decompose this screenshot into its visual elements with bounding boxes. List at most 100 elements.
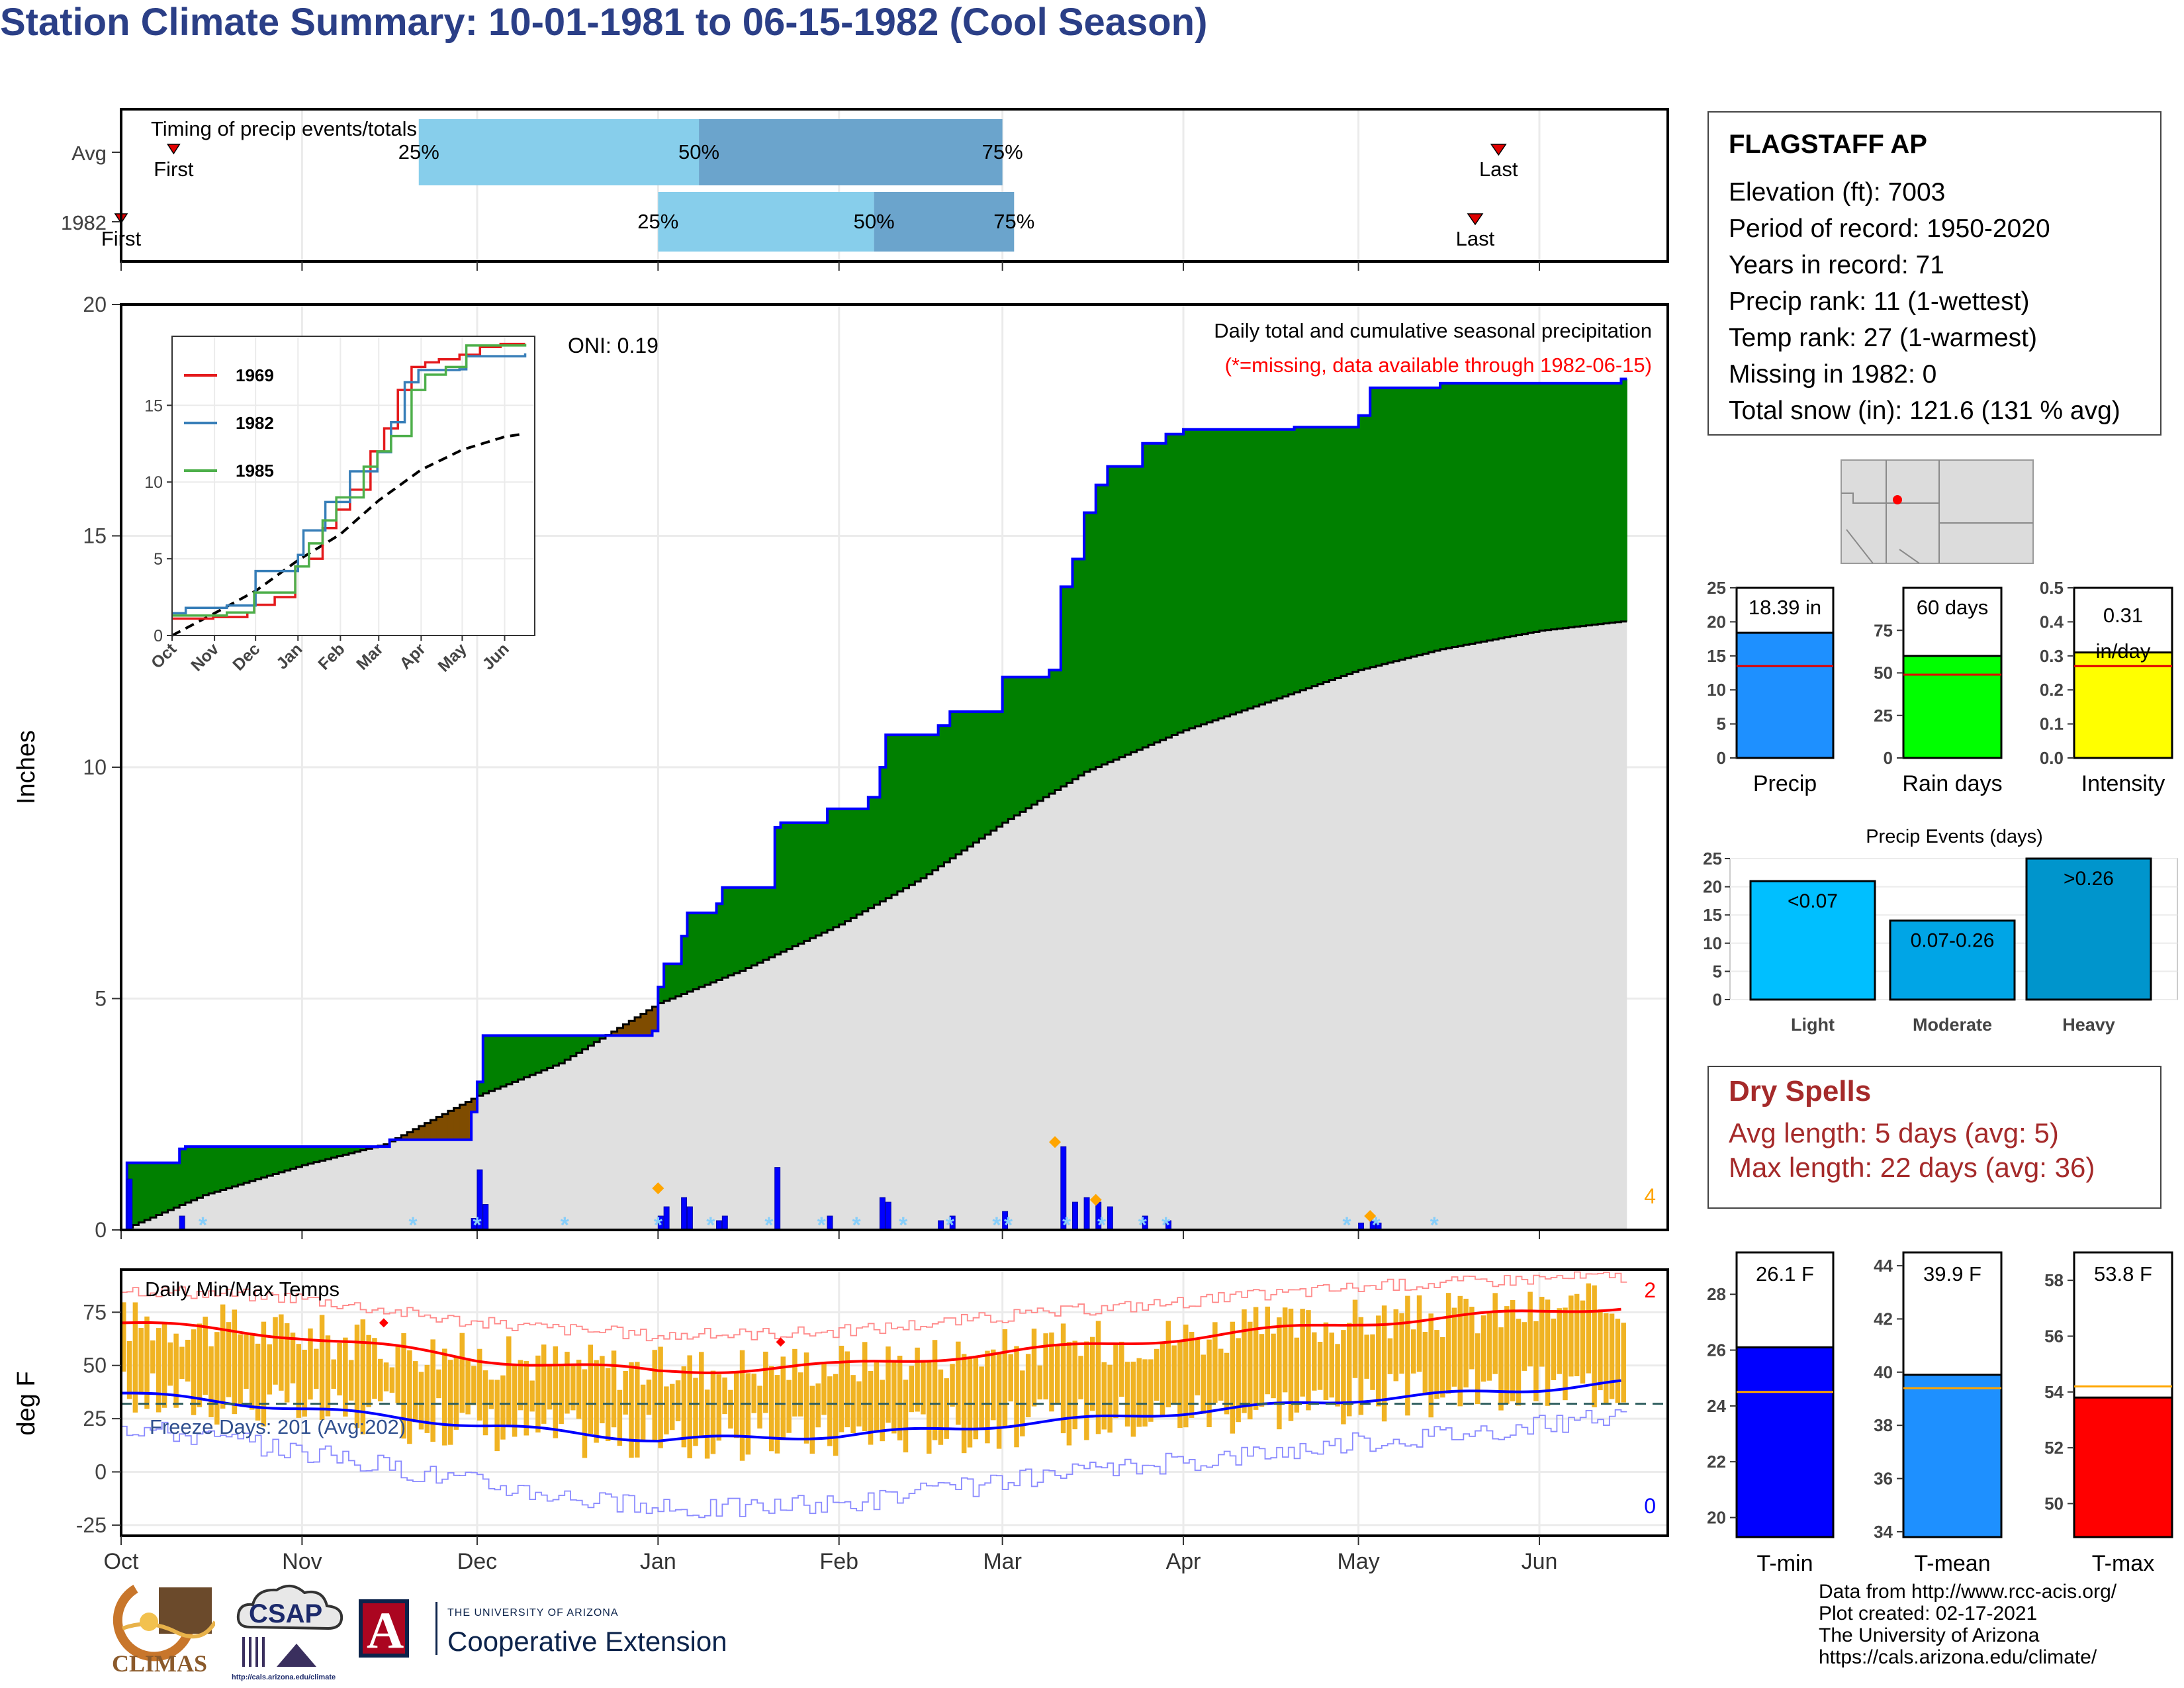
precip-deficit-band — [407, 1132, 414, 1140]
precip-surplus-band — [1183, 429, 1190, 731]
precip-surplus-band — [1504, 383, 1511, 637]
temp-daily-bar — [1346, 1323, 1352, 1417]
precip-surplus-band — [244, 1147, 250, 1183]
precip-events-bar — [1889, 919, 2016, 1001]
precip-surplus-band — [1148, 443, 1155, 745]
precip-daily-bar — [1107, 1206, 1113, 1231]
temp-daily-bar — [768, 1366, 774, 1452]
precip-surplus-band — [780, 822, 787, 952]
precip-events-category-label: Moderate — [1913, 1015, 1992, 1035]
precip-deficit-band — [430, 1119, 437, 1140]
temp-daily-bar — [412, 1361, 418, 1423]
precip-surplus-band — [1563, 383, 1569, 628]
precip-surplus-band — [880, 767, 886, 902]
precip-surplus-band — [675, 964, 682, 997]
station-period: Period of record: 1950-2020 — [1729, 214, 2050, 243]
temp-daily-bar — [447, 1360, 453, 1445]
precip-y-tick-label: 5 — [95, 987, 107, 1011]
timing-label-last: Last — [1456, 227, 1495, 250]
temp-daily-bar — [1259, 1334, 1265, 1407]
temp-daily-bar — [314, 1348, 319, 1389]
temp-daily-bar — [1300, 1309, 1305, 1397]
temp-daily-bar — [401, 1333, 406, 1439]
precip-surplus-band — [1551, 383, 1558, 630]
precip-surplus-band — [1171, 434, 1178, 735]
precip-surplus-band — [1037, 677, 1044, 801]
temp-daily-bar — [1294, 1337, 1300, 1413]
precip-events-y-tick-label: 0 — [1713, 990, 1722, 1009]
inset-series-line-1982 — [172, 353, 527, 615]
precip-events-category-label: Heavy — [2062, 1015, 2115, 1035]
timing-bar-50-75 — [699, 119, 1003, 185]
temp-daily-bar — [1364, 1335, 1369, 1379]
temp-daily-bar — [1230, 1321, 1236, 1434]
temp-daily-bar — [1049, 1332, 1054, 1412]
temp-daily-bar — [815, 1383, 821, 1428]
station-missing: Missing in 1982: 0 — [1729, 360, 1937, 389]
precip-surplus-band — [1101, 485, 1108, 765]
temp-daily-bar — [588, 1344, 594, 1434]
precip-surplus-band — [1218, 429, 1225, 719]
temp-daily-bar — [296, 1344, 302, 1418]
temp-daily-bar — [1492, 1293, 1498, 1374]
temp-daily-bar — [138, 1328, 144, 1395]
precip-surplus-band — [594, 1035, 600, 1043]
precip-surplus-band — [921, 735, 927, 878]
temp-daily-bar — [1358, 1317, 1364, 1415]
temp-daily-bar — [635, 1362, 640, 1458]
precip-surplus-band — [1621, 379, 1627, 622]
precip-surplus-band — [314, 1147, 320, 1162]
temp-daily-bar — [891, 1360, 897, 1434]
precip-surplus-band — [1428, 387, 1435, 653]
precip-snow-marker: * — [408, 1213, 418, 1238]
temp-daily-bar — [1533, 1321, 1539, 1401]
temp-daily-bar — [803, 1352, 809, 1444]
precip-surplus-band — [1370, 387, 1377, 667]
temp-daily-bar — [961, 1354, 967, 1454]
precip-deficit-band — [424, 1123, 431, 1140]
temp-x-tick-label: Jan — [640, 1549, 676, 1574]
precip-surplus-band — [261, 1147, 268, 1178]
station-location-marker — [1893, 495, 1902, 504]
dry-spells-avg: Avg length: 5 days (avg: 5) — [1729, 1117, 2059, 1149]
temp-daily-bar — [121, 1302, 126, 1372]
temp-daily-bar — [430, 1339, 435, 1442]
summary-temp-y-tick-label: 42 — [1874, 1309, 1893, 1329]
temp-daily-bar — [424, 1364, 430, 1433]
precip-surplus-band — [886, 735, 892, 898]
precip-daily-bar — [482, 1204, 489, 1231]
temp-daily-bar — [1201, 1354, 1206, 1414]
precip-surplus-band — [1259, 429, 1266, 705]
temp-y-tick-label: 0 — [95, 1460, 107, 1484]
temp-daily-bar — [1154, 1348, 1160, 1401]
precip-surplus-band — [774, 827, 782, 955]
inset-border — [171, 336, 535, 636]
precip-surplus-band — [220, 1147, 227, 1190]
temp-daily-bar — [1527, 1291, 1533, 1367]
precip-surplus-band — [512, 1035, 519, 1082]
timing-last-marker — [1490, 144, 1507, 156]
temp-daily-bar — [1445, 1293, 1451, 1394]
precip-surplus-band — [897, 735, 904, 892]
temp-panel-title: Daily Min/Max Temps — [145, 1278, 340, 1301]
temp-daily-bar — [886, 1346, 891, 1423]
temp-daily-bar — [383, 1362, 389, 1391]
temp-daily-bar — [1277, 1317, 1282, 1430]
precip-surplus-band — [973, 712, 979, 843]
temp-daily-bar — [203, 1317, 208, 1395]
temp-daily-bar — [1592, 1285, 1597, 1407]
temp-daily-bar — [938, 1369, 944, 1445]
temp-daily-bar — [658, 1346, 663, 1448]
precip-surplus-band — [506, 1035, 513, 1084]
precip-snow-marker: * — [1430, 1213, 1439, 1238]
temp-daily-bar — [459, 1333, 465, 1413]
summary-precip-bar — [1735, 632, 1835, 759]
precip-surplus-band — [1201, 429, 1207, 725]
temp-daily-bar — [594, 1360, 599, 1443]
temp-y-axis-label: deg F — [13, 1371, 40, 1435]
dry-spells-box: Dry Spells Avg length: 5 days (avg: 5) M… — [1707, 1066, 2161, 1209]
precip-surplus-band — [214, 1147, 221, 1192]
temp-daily-bar — [704, 1389, 710, 1459]
temp-daily-bar — [582, 1369, 588, 1458]
csap-logo-text: CSAP — [249, 1599, 323, 1628]
